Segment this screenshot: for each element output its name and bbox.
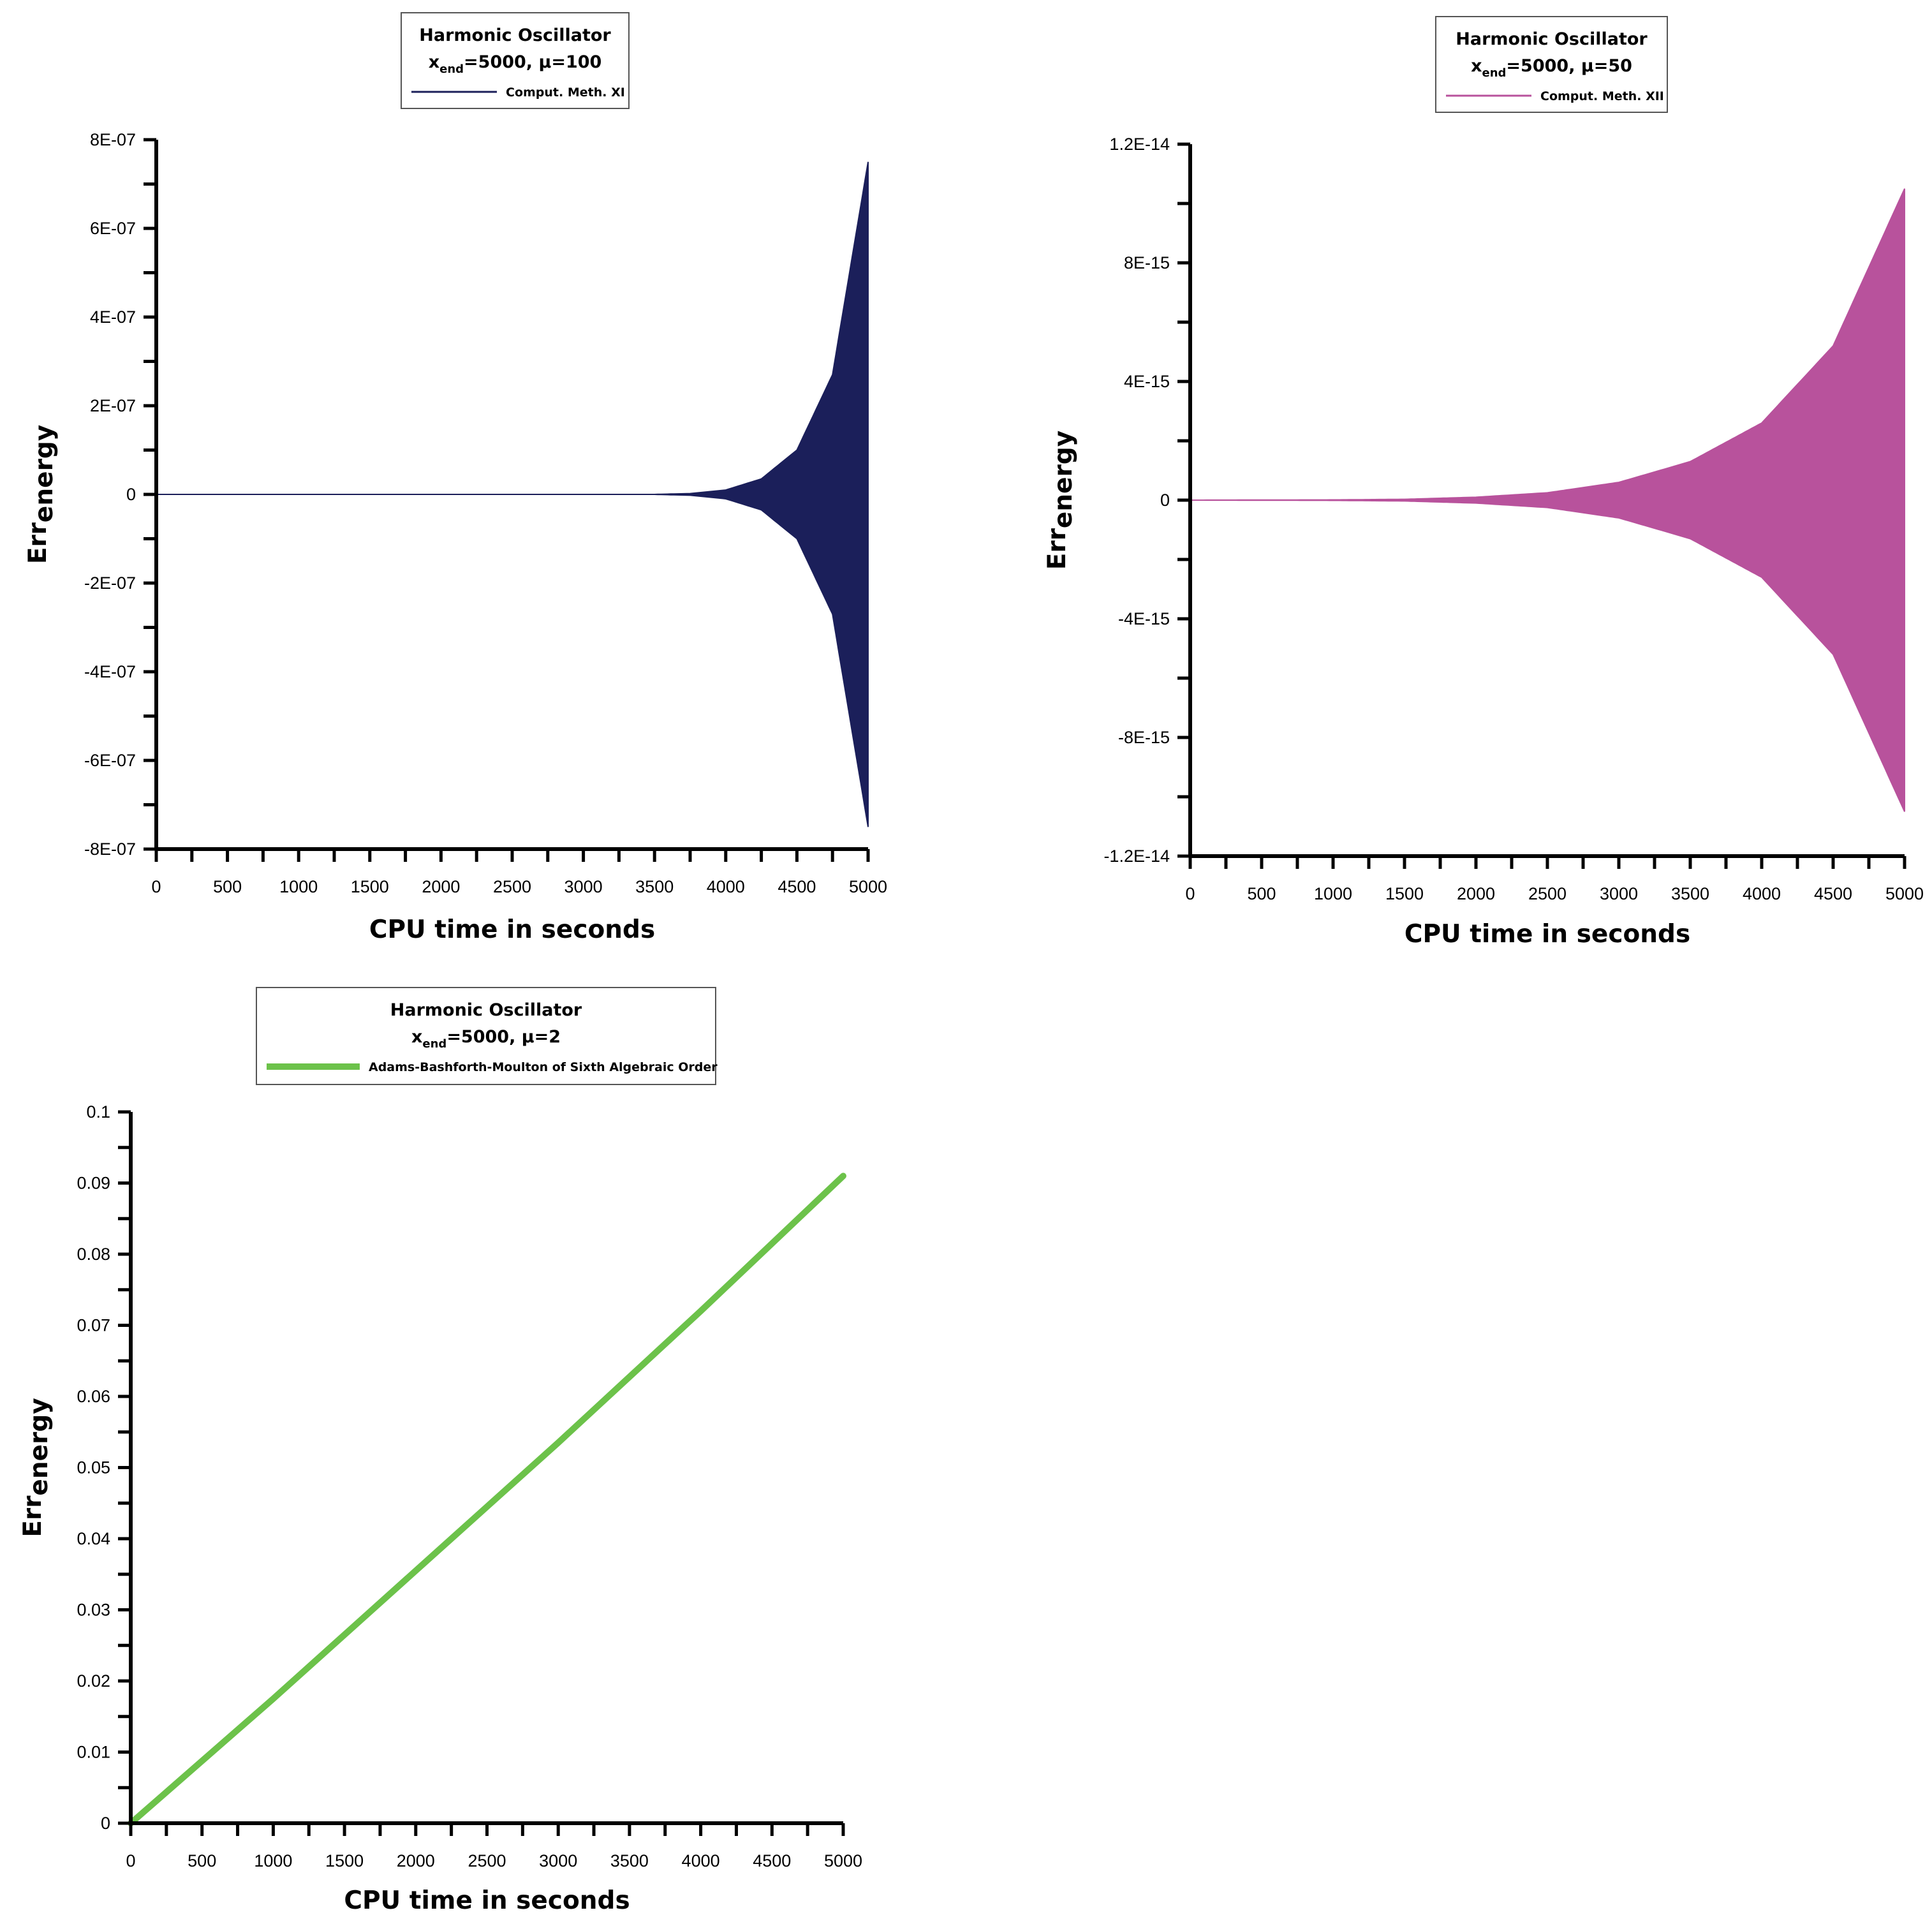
series-line	[128, 1173, 846, 1826]
legend-title: Harmonic Oscillator	[390, 1000, 582, 1020]
x-tick-label: 1500	[1385, 884, 1424, 903]
x-tick-label: 0	[151, 877, 161, 896]
y-tick-label: 0	[1160, 491, 1170, 510]
x-tick-label: 4000	[707, 877, 745, 896]
x-tick-label: 3000	[539, 1851, 577, 1870]
x-tick-label: 5000	[824, 1851, 862, 1870]
series-envelope	[156, 161, 869, 827]
legend-entry: Adams-Bashforth-Moulton of Sixth Algebra…	[369, 1060, 718, 1074]
y-tick-label: -4E-15	[1118, 609, 1170, 628]
x-tick-label: 3500	[610, 1851, 649, 1870]
y-tick-label: 4E-15	[1124, 372, 1170, 391]
chart-2: 1.2E-14 8E-15 4E-15 0 -4E-15 -8E-15 -1.2E-14 0 5…	[1043, 16, 1924, 949]
x-tick-label: 5000	[849, 877, 887, 896]
x-tick-label: 3500	[635, 877, 674, 896]
legend-subtitle: xend=5000, μ=50	[1471, 56, 1632, 80]
y-tick-label: 0.02	[77, 1671, 110, 1691]
x-tick-label: 1500	[325, 1851, 364, 1870]
y-tick-label: 0.1	[86, 1102, 110, 1121]
y-tick-label: 0	[126, 485, 136, 504]
y-axis-title: Errenergy	[18, 1398, 54, 1537]
y-tick-label: 1.2E-14	[1109, 135, 1170, 154]
legend-subtitle: xend=5000, μ=2	[411, 1027, 561, 1051]
y-tick-label: 6E-07	[90, 219, 136, 238]
x-tick-label: 4500	[1814, 884, 1852, 903]
y-tick-label: 0.05	[77, 1458, 110, 1477]
y-tick-label: -8E-07	[84, 840, 136, 859]
y-tick-label: 0.03	[77, 1601, 110, 1620]
legend-entry: Comput. Meth. XI	[506, 85, 625, 100]
x-tick-label: 2000	[397, 1851, 435, 1870]
legend: Harmonic Oscillator xend=5000, μ=50 Comput…	[1435, 16, 1668, 113]
y-axis-title: Errenergy	[24, 425, 59, 564]
x-tick-label: 500	[188, 1851, 216, 1870]
x-tick-label: 3000	[1600, 884, 1638, 903]
x-tick-label: 2500	[1528, 884, 1567, 903]
x-tick-label: 2000	[422, 877, 460, 896]
legend-subtitle: xend=5000, μ=100	[429, 52, 602, 76]
y-axis-title: Errenergy	[1043, 431, 1078, 570]
y-tick-label: 2E-07	[90, 396, 136, 415]
y-tick-label: 0.04	[77, 1529, 110, 1548]
chart-3: 0.1 0.09 0.08 0.07 0.06 0.05 0.04 0.03 0.02 0.01 0…	[18, 987, 862, 1915]
x-tick-label: 0	[126, 1851, 135, 1870]
y-tick-label: 0.06	[77, 1387, 110, 1406]
legend: Harmonic Oscillator xend=5000, μ=2 Adams-B…	[256, 987, 718, 1085]
y-tick-label: 0	[101, 1814, 110, 1833]
x-tick-label: 0	[1185, 884, 1195, 903]
x-tick-label: 2500	[493, 877, 531, 896]
y-tick-label: 0.09	[77, 1174, 110, 1193]
y-tick-label: 0.07	[77, 1316, 110, 1335]
y-tick-label: -4E-07	[84, 662, 136, 681]
y-tick-label: 0.01	[77, 1743, 110, 1762]
x-tick-label: 500	[1247, 884, 1276, 903]
x-tick-label: 4000	[682, 1851, 720, 1870]
x-tick-label: 1000	[279, 877, 318, 896]
y-tick-label: -6E-07	[84, 751, 136, 770]
x-tick-label: 5000	[1885, 884, 1924, 903]
legend-entry: Comput. Meth. XII	[1540, 89, 1664, 103]
legend: Harmonic Oscillator xend=5000, μ=100 Compu…	[401, 12, 630, 109]
x-tick-label: 1000	[1314, 884, 1352, 903]
x-tick-label: 2000	[1457, 884, 1495, 903]
legend-title: Harmonic Oscillator	[419, 26, 611, 45]
x-tick-label: 4000	[1743, 884, 1781, 903]
x-tick-label: 500	[213, 877, 242, 896]
y-tick-label: -2E-07	[84, 574, 136, 593]
x-tick-label: 3000	[564, 877, 603, 896]
y-tick-label: 8E-07	[90, 130, 136, 149]
x-tick-label: 2500	[468, 1851, 506, 1870]
x-tick-label: 4500	[753, 1851, 791, 1870]
chart-1: 8E-07 6E-07 4E-07 2E-07 0 -2E-07 -4E-07 -6E-07 -…	[24, 12, 887, 944]
y-tick-label: -1.2E-14	[1103, 847, 1170, 866]
y-tick-label: 8E-15	[1124, 253, 1170, 272]
x-tick-label: 3500	[1671, 884, 1709, 903]
legend-title: Harmonic Oscillator	[1456, 29, 1648, 49]
y-tick-label: 4E-07	[90, 307, 136, 327]
x-tick-label: 1000	[254, 1851, 292, 1870]
x-axis-title: CPU time in seconds	[344, 1886, 630, 1915]
y-tick-label: -8E-15	[1118, 728, 1170, 747]
x-tick-label: 1500	[351, 877, 389, 896]
x-tick-label: 4500	[778, 877, 816, 896]
series-envelope	[1190, 188, 1905, 812]
y-tick-label: 0.08	[77, 1245, 110, 1264]
x-axis-title: CPU time in seconds	[369, 915, 655, 944]
x-axis-title: CPU time in seconds	[1405, 920, 1690, 949]
